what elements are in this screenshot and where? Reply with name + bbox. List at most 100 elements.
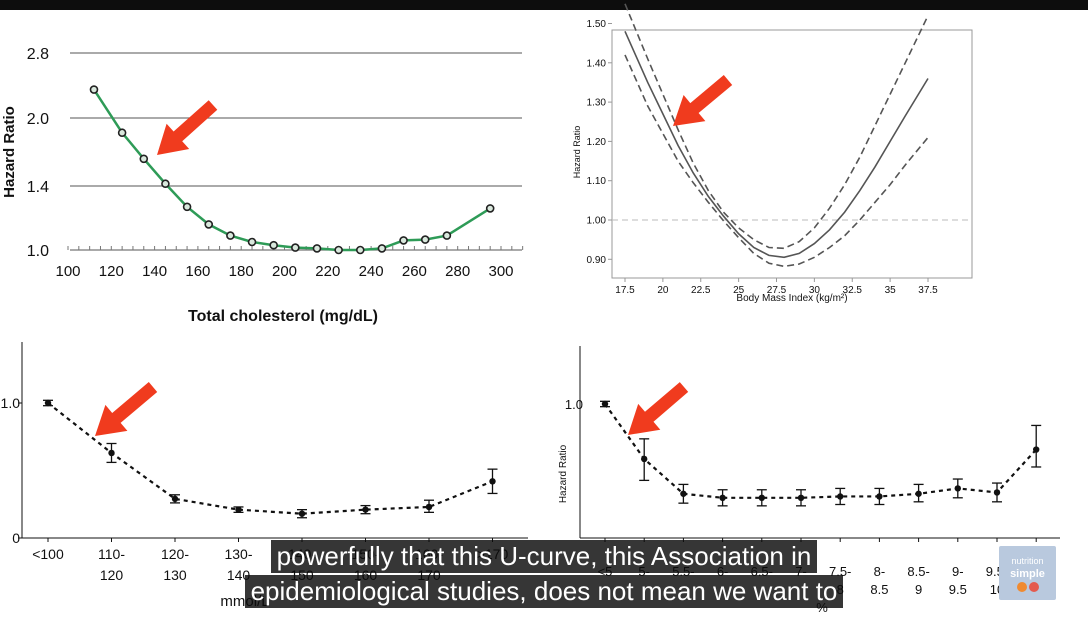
- p1-x-tick-label: 180: [229, 263, 254, 280]
- p2-y-tick-label: 1.20: [587, 137, 607, 148]
- p1-x-tick-label: 140: [142, 263, 167, 280]
- p3-data-point: [235, 506, 242, 513]
- p2-y-tick-label: 1.50: [587, 19, 607, 30]
- p3-x-tick-label: 130-: [224, 546, 252, 562]
- p1-data-point: [247, 237, 257, 247]
- logo-text-line-1: nutrition: [1011, 556, 1044, 566]
- p3-x-tick-label-line2: 130: [163, 567, 187, 583]
- p1-data-point: [139, 154, 149, 164]
- p1-x-tick-label: 280: [445, 263, 470, 280]
- p3-x-tick-label: 110-: [98, 546, 125, 562]
- p1-data-point: [399, 236, 408, 245]
- p3-data-point: [425, 503, 433, 511]
- p2-confidence-band-line: [624, 54, 929, 268]
- red-arrow-icon: [628, 382, 689, 435]
- p2-x-tick-label: 30: [809, 285, 821, 296]
- p2-x-tick-label: 37.5: [918, 285, 938, 296]
- logo-text-line-2: simple: [1010, 568, 1045, 580]
- panel-body-mass-index: 0.901.001.101.201.301.401.501.60 17.5202…: [572, 3, 973, 304]
- p4-x-tick-label-line2: 9: [915, 582, 922, 597]
- p3-data-point: [171, 495, 179, 503]
- p3-trend-line: [47, 402, 493, 515]
- p3-data-point: [362, 506, 369, 513]
- p1-x-tick-label: 200: [272, 263, 297, 280]
- p1-data-point: [182, 202, 192, 212]
- p1-x-tick-label: 160: [185, 263, 210, 280]
- p1-x-tick-label: 260: [402, 263, 427, 280]
- p2-y-axis-label: Hazard Ratio: [572, 126, 582, 179]
- p1-data-point: [377, 244, 387, 253]
- caption-line-2: epidemiological studies, does not mean w…: [244, 575, 844, 608]
- p1-x-tick-label: 120: [99, 263, 124, 280]
- p4-data-point: [719, 494, 726, 501]
- p4-x-tick-label-line2: 9.5: [949, 582, 967, 597]
- p3-data-point: [44, 399, 52, 407]
- p2-x-tick-label: 25: [733, 285, 745, 296]
- p1-data-point: [312, 244, 322, 253]
- p1-data-point: [291, 243, 300, 252]
- p2-y-tick-label: 1.10: [587, 176, 607, 187]
- p1-data-point: [89, 85, 99, 94]
- p3-x-tick-label: <100: [32, 546, 64, 562]
- p2-y-tick-label: 1.30: [587, 98, 607, 109]
- p4-data-point: [837, 493, 844, 500]
- p4-x-tick-label: 9-: [952, 564, 964, 579]
- p2-estimate-line: [624, 31, 929, 259]
- p3-x-tick-label-line2: 120: [100, 567, 124, 583]
- p4-x-tick-label: 8.5-: [907, 564, 929, 579]
- p1-data-point: [442, 231, 452, 240]
- p3-x-tick-label-line2: 140: [227, 567, 251, 583]
- p2-x-tick-label: 35: [885, 285, 897, 296]
- logo-red-dot: [1029, 582, 1039, 592]
- p1-data-point: [355, 245, 365, 255]
- p1-y-tick-label: 1.0: [27, 243, 49, 260]
- channel-logo[interactable]: nutrition simple: [999, 546, 1056, 600]
- p2-x-tick-label: 20: [657, 285, 669, 296]
- p1-data-point: [269, 240, 278, 250]
- p4-data-point: [601, 400, 609, 408]
- p4-data-point: [993, 489, 1001, 496]
- red-arrow-icon: [157, 100, 218, 155]
- p4-data-point: [758, 494, 765, 501]
- p1-data-point: [161, 179, 170, 189]
- caption-overlay: powerfully that this U-curve, this Assoc…: [0, 539, 1088, 609]
- top-black-bar: [0, 0, 1088, 10]
- p2-x-axis-label: Body Mass Index (kg/m²): [736, 293, 847, 304]
- p4-x-tick-label: 8-: [874, 564, 886, 579]
- p4-data-point: [876, 493, 883, 500]
- logo-orange-dot: [1017, 582, 1027, 592]
- p2-x-tick-label: 27.5: [767, 285, 787, 296]
- p4-x-tick-label-line2: 8.5: [870, 582, 888, 597]
- p4-y-axis-label: Hazard Ratio: [558, 444, 569, 503]
- p1-data-point: [485, 204, 495, 213]
- p2-x-tick-label: 32.5: [843, 285, 863, 296]
- p2-confidence-band-line: [624, 3, 929, 250]
- p1-x-tick-label: 220: [315, 263, 340, 280]
- red-arrow-icon: [673, 75, 733, 126]
- p1-data-point: [117, 128, 127, 138]
- p4-data-point: [680, 490, 687, 497]
- p2-y-tick-label: 1.00: [587, 216, 607, 227]
- p1-x-tick-label: 240: [359, 263, 384, 280]
- p1-y-tick-label: 2.0: [27, 111, 49, 128]
- p2-x-tick-label: 17.5: [615, 285, 635, 296]
- p4-data-point: [915, 490, 922, 497]
- p4-y-tick-label: 1.0: [565, 397, 583, 412]
- p1-x-tick-label: 300: [488, 263, 513, 280]
- p1-y-tick-label: 1.4: [27, 179, 49, 196]
- p4-data-point: [954, 485, 961, 492]
- p2-y-tick-label: 0.90: [587, 255, 607, 266]
- p3-x-tick-label: 120-: [161, 546, 189, 562]
- p1-data-point: [226, 231, 235, 240]
- p3-y-tick-label: 0: [12, 530, 20, 546]
- red-arrow-icon: [95, 382, 158, 436]
- p1-data-point: [334, 245, 343, 255]
- p4-data-point: [641, 455, 648, 463]
- p1-y-tick-label: 2.8: [27, 46, 49, 63]
- caption-line-1: powerfully that this U-curve, this Assoc…: [270, 540, 818, 573]
- p4-data-point: [1033, 446, 1040, 453]
- p2-y-tick-label: 1.40: [587, 58, 607, 69]
- p3-data-point: [298, 510, 306, 517]
- p1-data-point: [420, 235, 430, 244]
- p2-plot-frame: [611, 29, 973, 279]
